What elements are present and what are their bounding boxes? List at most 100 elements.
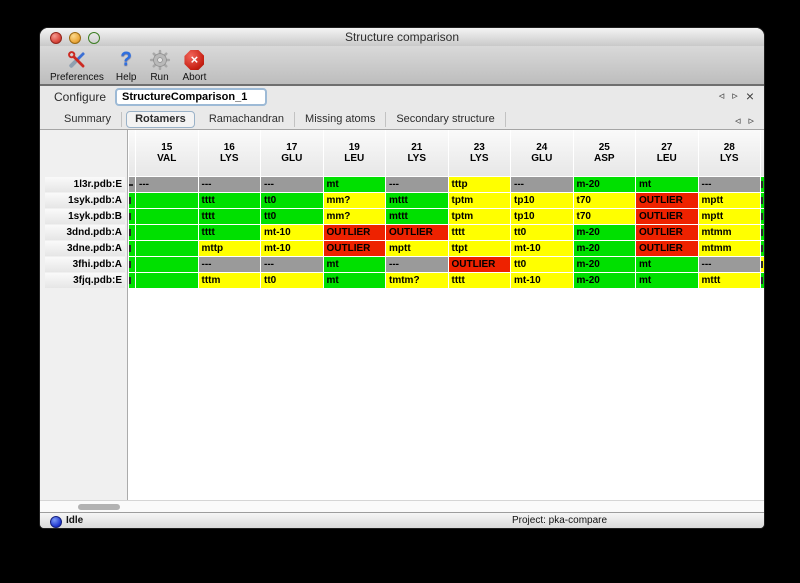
next-arrow-icon[interactable]: ▹ — [732, 90, 738, 102]
table-cell[interactable]: tptm — [448, 193, 510, 208]
table-cell[interactable]: mtmm — [698, 225, 760, 240]
table-cell[interactable]: tt0 — [261, 209, 323, 224]
minimize-window-button[interactable] — [69, 32, 81, 44]
table-cell[interactable] — [136, 193, 198, 208]
close-window-button[interactable] — [50, 32, 62, 44]
table-cell[interactable]: mt-10 — [261, 241, 323, 256]
help-button[interactable]: ? Help — [116, 46, 137, 84]
table-cell[interactable]: tttp — [448, 177, 510, 192]
abort-button[interactable]: × Abort — [183, 46, 206, 84]
prev-arrow-icon[interactable]: ◃ — [718, 90, 725, 102]
table-cell[interactable]: ttpt — [448, 241, 510, 256]
column-header[interactable]: 17 GLU — [261, 130, 323, 176]
table-cell[interactable] — [136, 209, 198, 224]
table-cell[interactable]: --- — [698, 257, 760, 272]
table-cell[interactable]: mt-10 — [511, 241, 573, 256]
table-cell[interactable]: mt — [636, 257, 698, 272]
table-cell[interactable]: tp10 — [511, 209, 573, 224]
table-cell[interactable] — [136, 225, 198, 240]
tab-ramachandran[interactable]: Ramachandran — [199, 112, 296, 127]
column-header[interactable]: 28 LYS — [698, 130, 760, 176]
table-cell[interactable]: tttm — [198, 273, 260, 288]
table-cell[interactable]: tttt — [198, 209, 260, 224]
table-cell[interactable]: tttt — [448, 273, 510, 288]
column-header[interactable]: 16 LYS — [198, 130, 260, 176]
row-label[interactable]: 3dnd.pdb:A — [45, 225, 125, 240]
table-cell[interactable]: mttt — [698, 273, 760, 288]
next-arrow-icon[interactable]: ▹ — [748, 115, 754, 127]
column-header[interactable]: 23 LYS — [448, 130, 510, 176]
zoom-window-button[interactable] — [88, 32, 100, 44]
table-cell[interactable]: m-20 — [573, 241, 635, 256]
table-cell[interactable]: tt0 — [511, 225, 573, 240]
table-cell[interactable] — [136, 257, 198, 272]
table-cell[interactable]: mttp — [198, 241, 260, 256]
column-header[interactable]: 24 GLU — [511, 130, 573, 176]
table-cell[interactable]: mt-10 — [261, 225, 323, 240]
table-cell[interactable]: mptt — [698, 209, 760, 224]
table-cell[interactable]: OUTLIER — [323, 241, 385, 256]
column-header[interactable]: 25 ASP — [573, 130, 635, 176]
table-cell[interactable]: mptt — [698, 193, 760, 208]
prev-arrow-icon[interactable]: ◃ — [734, 115, 741, 127]
table-cell[interactable]: mptt — [386, 241, 448, 256]
table-cell[interactable]: tt0 — [511, 257, 573, 272]
column-header[interactable]: 21 LYS — [386, 130, 448, 176]
preferences-button[interactable]: Preferences — [50, 46, 104, 84]
table-cell[interactable]: tttt — [198, 225, 260, 240]
column-header[interactable]: 19 LEU — [323, 130, 385, 176]
row-label[interactable]: 1l3r.pdb:E — [45, 177, 125, 192]
table-cell[interactable]: --- — [261, 257, 323, 272]
table-cell[interactable]: mm? — [323, 193, 385, 208]
table-cell[interactable]: mt — [636, 177, 698, 192]
table-cell[interactable]: OUTLIER — [386, 225, 448, 240]
tab-rotamers[interactable]: Rotamers — [126, 111, 195, 128]
table-cell[interactable]: mt — [323, 257, 385, 272]
table-cell[interactable]: m-20 — [573, 225, 635, 240]
column-header[interactable]: 15 VAL — [136, 130, 198, 176]
table-cell[interactable]: OUTLIER — [448, 257, 510, 272]
table-cell[interactable]: --- — [386, 177, 448, 192]
table-cell[interactable]: mm? — [323, 209, 385, 224]
table-cell[interactable]: mt — [323, 273, 385, 288]
table-cell[interactable]: --- — [698, 177, 760, 192]
table-cell[interactable]: mt-10 — [511, 273, 573, 288]
row-label[interactable]: 3dne.pdb:A — [45, 241, 125, 256]
table-cell[interactable]: tt0 — [261, 273, 323, 288]
tab-missing-atoms[interactable]: Missing atoms — [295, 112, 387, 127]
configure-name-field[interactable] — [115, 88, 267, 106]
table-cell[interactable]: --- — [198, 177, 260, 192]
scrollbar-thumb[interactable] — [78, 504, 120, 510]
table-cell[interactable]: tmtm? — [386, 273, 448, 288]
table-cell[interactable]: OUTLIER — [636, 193, 698, 208]
table-cell[interactable]: --- — [386, 257, 448, 272]
table-cell[interactable]: mt — [323, 177, 385, 192]
table-cell[interactable]: --- — [198, 257, 260, 272]
table-cell[interactable]: mt — [636, 273, 698, 288]
table-cell[interactable]: tp10 — [511, 193, 573, 208]
column-header[interactable]: 27 LEU — [636, 130, 698, 176]
table-cell[interactable]: m-20 — [573, 257, 635, 272]
table-cell[interactable]: t70 — [573, 193, 635, 208]
table-cell[interactable]: OUTLIER — [636, 241, 698, 256]
table-cell[interactable]: OUTLIER — [323, 225, 385, 240]
tab-summary[interactable]: Summary — [54, 112, 123, 127]
table-cell[interactable]: m-20 — [573, 273, 635, 288]
table-cell[interactable]: --- — [136, 177, 198, 192]
horizontal-scrollbar[interactable] — [40, 500, 764, 512]
row-label[interactable]: 1syk.pdb:B — [45, 209, 125, 224]
table-cell[interactable]: tptm — [448, 209, 510, 224]
table-cell[interactable]: mtmm — [698, 241, 760, 256]
table-cell[interactable]: --- — [261, 177, 323, 192]
table-cell[interactable]: t70 — [573, 209, 635, 224]
table-cell[interactable]: --- — [511, 177, 573, 192]
row-label[interactable]: 3fhi.pdb:A — [45, 257, 125, 272]
table-cell[interactable]: tt0 — [261, 193, 323, 208]
table-cell[interactable]: tttt — [448, 225, 510, 240]
run-button[interactable]: Run — [149, 46, 171, 84]
table-cell[interactable]: OUTLIER — [636, 209, 698, 224]
table-cell[interactable]: m-20 — [573, 177, 635, 192]
row-label[interactable]: 1syk.pdb:A — [45, 193, 125, 208]
table-cell[interactable]: OUTLIER — [636, 225, 698, 240]
close-icon[interactable]: × — [745, 87, 754, 104]
